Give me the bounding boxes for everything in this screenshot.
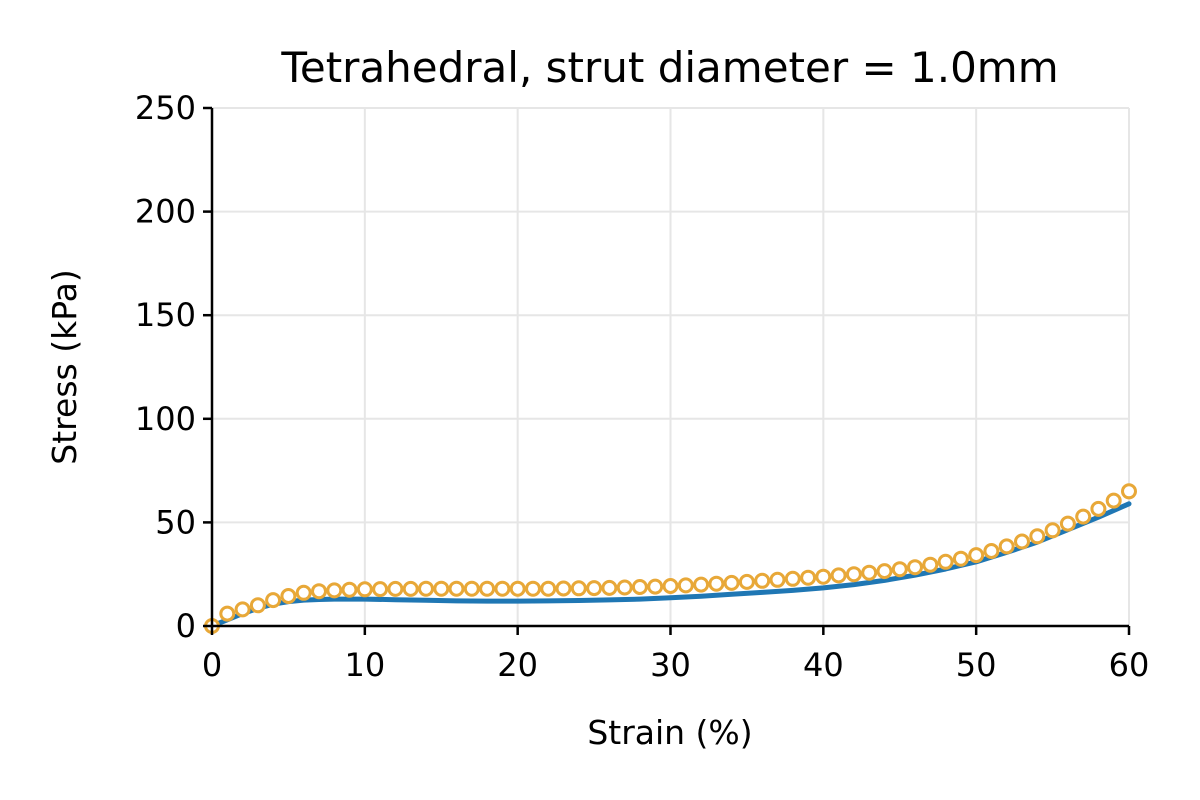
- series-2-point: [1121, 483, 1137, 500]
- series-2-point: [983, 543, 1000, 559]
- series-2-point: [738, 573, 755, 590]
- series-2-point: [952, 550, 969, 567]
- series-2-point: [693, 576, 710, 593]
- series-2-point: [677, 577, 694, 594]
- y-tick-label: 50: [155, 503, 196, 541]
- series-2-point: [922, 556, 939, 573]
- x-tick-label: 0: [202, 646, 222, 684]
- series-2-point: [601, 579, 618, 596]
- series-2-point: [525, 580, 541, 597]
- series-2-point: [907, 559, 923, 576]
- series-2-point: [800, 569, 817, 586]
- series-2-point: [295, 584, 312, 601]
- series-2-point: [341, 581, 358, 598]
- grid-lines: [212, 107, 1130, 626]
- series-2-point: [616, 579, 633, 596]
- series-2-point: [586, 580, 603, 597]
- y-tick-label: 100: [135, 400, 196, 438]
- series-2-point: [234, 601, 251, 618]
- series-2-point: [1059, 515, 1076, 532]
- chart-title: Tetrahedral, strut diameter = 1.0mm: [280, 43, 1058, 92]
- series-2-point: [570, 580, 587, 597]
- series-2-point: [876, 563, 893, 580]
- series-2-point: [1029, 528, 1046, 545]
- y-tick-label: 200: [135, 193, 196, 231]
- x-tick-label: 50: [956, 646, 997, 684]
- x-tick-label: 20: [497, 646, 538, 684]
- series-2-point: [631, 579, 648, 595]
- x-tick-label: 10: [344, 646, 385, 684]
- series-2-point: [968, 547, 985, 564]
- series-2-point: [723, 574, 740, 591]
- series-2-point: [540, 580, 557, 597]
- series-2-point: [509, 580, 526, 597]
- series-2-point: [402, 580, 419, 597]
- series-2-point: [494, 580, 511, 597]
- y-tick-label: 250: [135, 89, 196, 127]
- y-axis-label: Stress (kPa): [45, 269, 84, 464]
- series-2-point: [1044, 522, 1061, 539]
- series-2-point: [311, 583, 327, 600]
- plot-series: [204, 483, 1137, 634]
- series-2-point: [845, 566, 862, 583]
- series-2-point: [754, 572, 771, 589]
- y-tick-label: 150: [135, 296, 196, 334]
- axis-ticks: 0 10 20 30 40 50 60 0 50 100 150 200 250: [135, 89, 1149, 684]
- x-tick-label: 40: [803, 646, 844, 684]
- series-2-point: [662, 578, 679, 594]
- series-2-point: [433, 580, 450, 597]
- series-2-point: [937, 553, 954, 570]
- series-2-point: [249, 597, 266, 614]
- series-2-point: [1075, 508, 1092, 525]
- series-2-point: [998, 538, 1015, 555]
- series-2-point: [418, 580, 434, 597]
- series-2-point: [387, 580, 404, 597]
- series-2-point: [448, 580, 465, 597]
- series-2-point: [372, 581, 389, 598]
- series-2-point: [769, 571, 786, 588]
- series-2-point: [555, 580, 572, 597]
- y-tick-label: 0: [176, 607, 196, 645]
- series-2-point: [1014, 533, 1030, 550]
- x-tick-label: 30: [650, 646, 691, 684]
- series-2-point: [830, 567, 847, 584]
- series-2-point: [479, 580, 496, 597]
- series-2-point: [219, 605, 236, 622]
- series-2-point: [891, 561, 908, 578]
- series-2-point: [647, 578, 664, 595]
- series-2-point: [708, 575, 725, 592]
- series-2-point: [280, 588, 297, 604]
- series-2-point: [1105, 492, 1122, 509]
- series-2-point: [356, 581, 373, 598]
- series-2-point: [784, 570, 801, 587]
- series-2-point: [463, 580, 480, 597]
- series-2-point: [326, 582, 343, 599]
- x-tick-label: 60: [1109, 646, 1150, 684]
- series-2-point: [861, 564, 878, 581]
- series-2-point: [815, 568, 832, 585]
- series-2-point: [265, 592, 282, 609]
- x-axis-label: Strain (%): [587, 713, 752, 752]
- series-2-point: [1090, 500, 1107, 517]
